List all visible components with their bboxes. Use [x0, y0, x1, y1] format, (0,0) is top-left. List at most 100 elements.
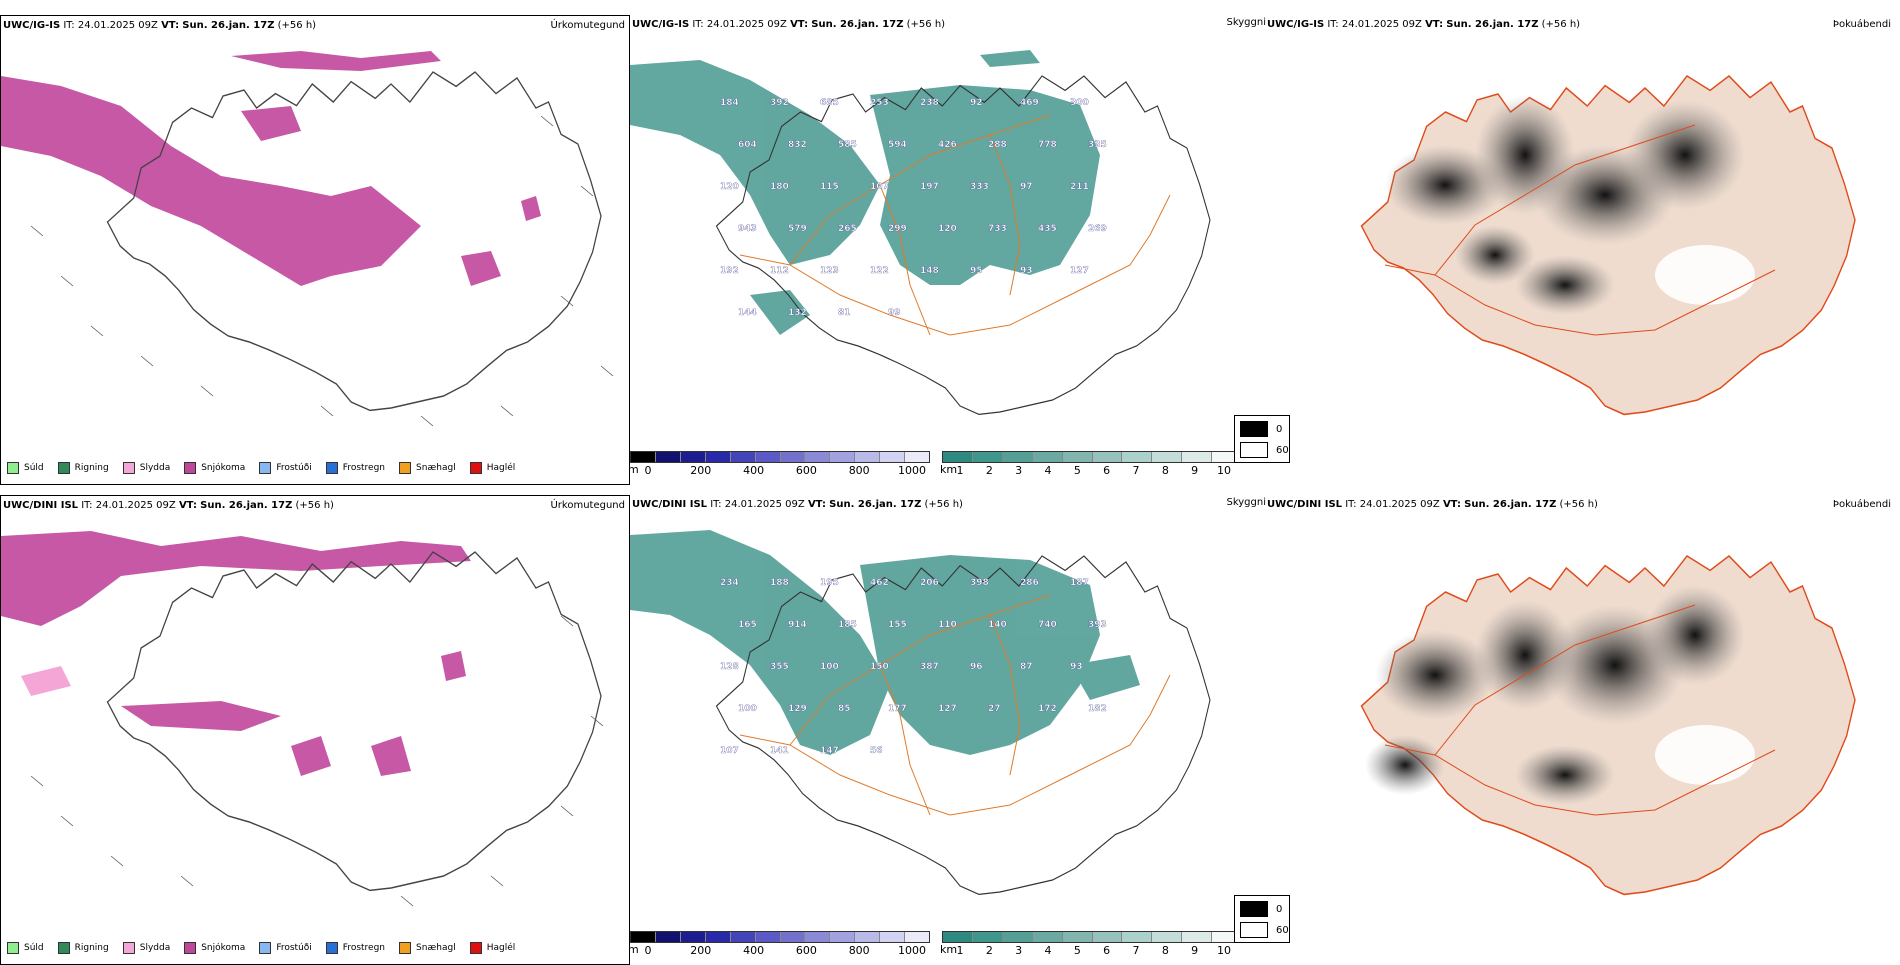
cloud-base-label: 93: [1070, 662, 1083, 672]
precip-type-panel-top: UWC/IG-IS IT: 24.01.2025 09Z VT: Sun. 26…: [0, 15, 630, 485]
panel-title: Úrkomutegund: [550, 500, 625, 511]
visibility-map: 184 392 685 253 238 92 469 300 604 832 585 594 426 28…: [630, 50, 1211, 416]
precip-type-map: [1, 531, 604, 907]
colorbar-cell: [1212, 452, 1242, 462]
colorbar-tick: 1000: [898, 464, 926, 477]
precip-type-panel-bottom: UWC/DINI ISL IT: 24.01.2025 09Z VT: Sun.…: [0, 495, 630, 965]
colorbar-tick: 400: [743, 464, 765, 477]
panel-title: Skyggni: [1226, 17, 1266, 28]
cloud-base-label: 56: [870, 746, 883, 756]
panel-header: UWC/IG-IS IT: 24.01.2025 09Z VT: Sun. 26…: [3, 20, 317, 31]
colorbar-cell: [655, 452, 681, 462]
colorbar-tick: 600: [795, 944, 817, 957]
visibility-colorbar: 1 2 3 4 5 6 7 8 9 10 km: [940, 451, 1242, 481]
colorbar-cell: [780, 452, 806, 462]
cloud-base-label: 234: [720, 578, 739, 588]
colorbar-tick: 4: [1044, 464, 1052, 477]
legend-item-snaehagl: Snæhagl: [399, 942, 456, 954]
visibility-panel-top: UWC/IG-IS IT: 24.01.2025 09Z VT: Sun. 26…: [628, 15, 1266, 485]
colorbar-cell: [1092, 452, 1123, 462]
colorbar-cell: [1062, 932, 1093, 942]
cloud-base-label: 195: [820, 578, 839, 588]
cloud-base-label: 155: [888, 620, 907, 630]
colorbar-cell: [1212, 932, 1242, 942]
legend-item-snjokoma: Snjókoma: [184, 462, 245, 474]
cloud-base-label: 165: [738, 620, 757, 630]
colorbar-cell: [1002, 932, 1033, 942]
colorbar-cell: [755, 932, 781, 942]
cloud-base-label: 97: [1020, 182, 1033, 192]
colorbar-cell: [1032, 932, 1063, 942]
cloud-base-label: 469: [1020, 98, 1039, 108]
panel-title: Skyggni: [1226, 497, 1266, 508]
cloud-base-label: 92: [970, 98, 983, 108]
cloud-base-label: 95: [970, 266, 983, 276]
colorbar-tick: 1: [956, 944, 964, 957]
panel-title: Þokuábendi: [1832, 19, 1891, 30]
colorbar-cell: [631, 932, 656, 942]
cloud-base-label: 141: [770, 746, 789, 756]
cloud-base-label: 333: [970, 182, 989, 192]
colorbar-tick: 6: [1103, 944, 1111, 957]
cloud-base-label: 177: [888, 704, 907, 714]
legend-item-slydda: Slydda: [122, 942, 170, 954]
cloud-base-label: 393: [1088, 620, 1107, 630]
colorbar-cell: [705, 932, 731, 942]
legend-item-frostregn: Frostregn: [325, 942, 385, 954]
cloud-base-label: 832: [788, 140, 807, 150]
legend-item-snaehagl: Snæhagl: [399, 462, 456, 474]
cloud-base-label: 265: [838, 224, 857, 234]
colorbar-tick: 800: [848, 944, 870, 957]
cloud-base-label: 355: [770, 662, 789, 672]
cloud-base-label: 579: [788, 224, 807, 234]
cloud-base-label: 387: [920, 662, 939, 672]
cloud-base-label: 685: [820, 98, 839, 108]
colorbar-tick: 2: [985, 464, 993, 477]
cloud-base-label: 93: [1020, 266, 1033, 276]
panel-header: UWC/DINI ISL IT: 24.01.2025 09Z VT: Sun.…: [1267, 499, 1598, 510]
visibility-panel-bottom: UWC/DINI ISL IT: 24.01.2025 09Z VT: Sun.…: [628, 495, 1266, 965]
cloud-base-label: 435: [1038, 224, 1057, 234]
cloud-base-label: 206: [920, 578, 939, 588]
panel-title: Þokuábendi: [1832, 499, 1891, 510]
cloud-base-label: 100: [820, 662, 839, 672]
legend-item-slydda: Slydda: [122, 462, 170, 474]
colorbar-cell: [905, 452, 930, 462]
visibility-map: 234 188 195 462 206 398 286 187 165 914 185 155 110 1…: [630, 530, 1211, 896]
colorbar-tick: 5: [1073, 464, 1081, 477]
colorbar-tick: 0: [644, 944, 652, 957]
colorbar-cell: [855, 932, 881, 942]
legend-item-haglel: Haglél: [469, 942, 515, 954]
cloud-base-label: 99: [888, 308, 901, 318]
cloud-base-label: 115: [820, 182, 839, 192]
cloud-base-label: 585: [838, 140, 857, 150]
colorbar-tick: 1000: [898, 944, 926, 957]
panel-header: UWC/DINI ISL IT: 24.01.2025 09Z VT: Sun.…: [632, 499, 963, 510]
fog-map: [1360, 75, 1856, 416]
cloud-base-label: 269: [1088, 224, 1107, 234]
height-colorbar: 0 200 400 600 800 1000 m: [628, 931, 930, 961]
cloud-base-label: 96: [970, 662, 983, 672]
cloud-base-label: 147: [820, 746, 839, 756]
colorbar-tick: 2: [985, 944, 993, 957]
precip-legend: Súld Rigning Slydda Snjókoma Frostúði Fr…: [7, 942, 515, 954]
fog-panel-bottom: UWC/DINI ISL IT: 24.01.2025 09Z VT: Sun.…: [1234, 495, 1895, 965]
colorbar-cell: [1122, 932, 1153, 942]
colorbar-cell: [905, 932, 930, 942]
colorbar-cell: [1092, 932, 1123, 942]
cloud-base-label: 120: [938, 224, 957, 234]
cloud-base-label: 335: [1088, 140, 1107, 150]
cloud-base-label: 122: [870, 266, 889, 276]
cloud-base-label: 192: [720, 266, 739, 276]
fog-panel-top: UWC/IG-IS IT: 24.01.2025 09Z VT: Sun. 26…: [1234, 15, 1895, 485]
colorbar-tick: 1: [956, 464, 964, 477]
fog-map: [1360, 555, 1856, 896]
colorbar-tick: 5: [1073, 944, 1081, 957]
colorbar-cell: [855, 452, 881, 462]
colorbar-cell: [1062, 452, 1093, 462]
colorbar-cell: [1182, 452, 1213, 462]
colorbar-cell: [631, 452, 656, 462]
fog-legend: 0 60: [1234, 895, 1290, 943]
colorbar-cell: [680, 932, 706, 942]
cloud-base-label: 127: [1070, 266, 1089, 276]
